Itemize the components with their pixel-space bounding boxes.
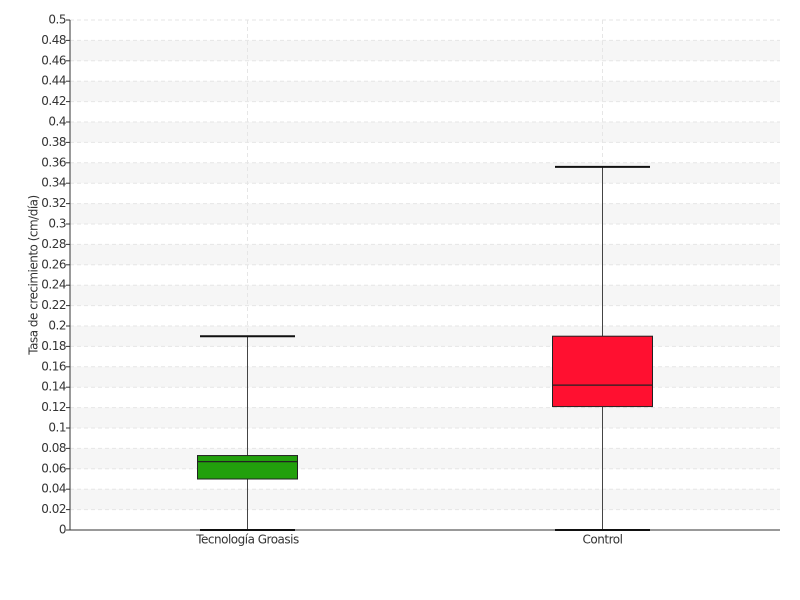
- y-tick-label: 0.28: [41, 237, 66, 251]
- y-tick-label: 0.18: [41, 339, 66, 353]
- y-tick-label: 0.26: [41, 257, 66, 271]
- y-tick-label: 0.48: [41, 33, 66, 47]
- grid-band: [70, 366, 780, 388]
- y-tick-label: 0.14: [41, 380, 66, 394]
- y-tick-label: 0.32: [41, 196, 66, 210]
- x-tick-label: Tecnología Groasis: [195, 533, 299, 547]
- y-tick-label: 0: [59, 523, 66, 537]
- y-tick-label: 0.4: [48, 115, 66, 129]
- y-tick-label: 0.12: [41, 400, 66, 414]
- grid-band: [70, 244, 780, 265]
- grid-band: [70, 203, 780, 224]
- grid-band: [70, 81, 780, 102]
- y-tick-label: 0.04: [41, 482, 66, 496]
- grid-band: [70, 285, 780, 306]
- box: [552, 335, 653, 408]
- y-tick-label: 0.42: [41, 94, 66, 108]
- grid-band: [70, 122, 780, 143]
- y-tick-label: 0.3: [48, 217, 66, 231]
- grid-band: [70, 407, 780, 428]
- y-tick-label: 0.08: [41, 441, 66, 455]
- grid-band: [70, 326, 780, 347]
- y-tick-label: 0.02: [41, 502, 66, 516]
- y-tick-label: 0.06: [41, 461, 66, 475]
- y-tick-label: 0.1: [48, 421, 66, 435]
- grid-band: [70, 40, 780, 61]
- y-tick-label: 0.24: [41, 278, 66, 292]
- y-tick-label: 0.16: [41, 359, 66, 373]
- y-tick-label: 0.2: [48, 319, 66, 333]
- y-tick-label: 0.22: [41, 298, 66, 312]
- grid-band: [70, 489, 780, 510]
- y-tick-label: 0.34: [41, 176, 66, 190]
- y-axis-label: Tasa de crecimiento (cm/día): [27, 195, 41, 355]
- y-tick-label: 0.44: [41, 74, 66, 88]
- y-tick-label: 0.36: [41, 155, 66, 169]
- y-tick-label: 0.46: [41, 53, 66, 67]
- box: [197, 455, 298, 480]
- grid-band: [70, 162, 780, 184]
- grid-band: [70, 448, 780, 469]
- y-tick-label: 0.38: [41, 135, 66, 149]
- x-tick-label: Control: [583, 533, 623, 547]
- y-tick-label: 0.5: [48, 13, 66, 27]
